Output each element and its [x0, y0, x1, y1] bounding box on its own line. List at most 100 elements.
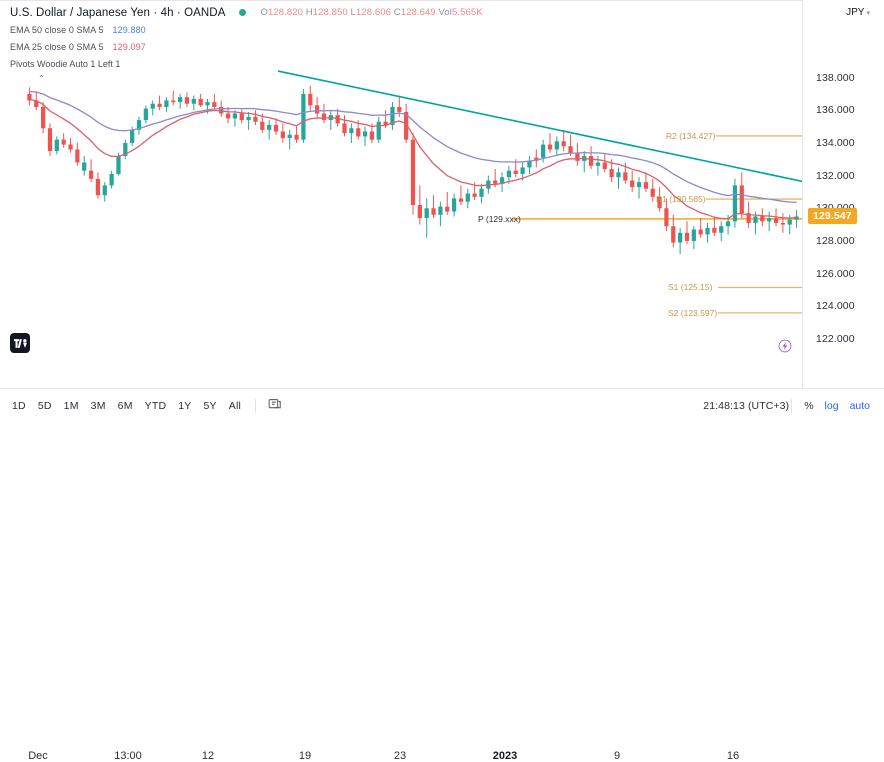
price-tick: 124.000 [816, 300, 855, 313]
candle-body [41, 107, 46, 129]
lightning-bolt-icon[interactable] [778, 339, 792, 358]
currency-code: JPY [846, 7, 865, 18]
chart-legend: U.S. Dollar / Japanese Yen · 4h · OANDA … [10, 5, 483, 73]
indicator-row-ema50[interactable]: EMA 50 close 0 SMA 5 129.880 [10, 22, 483, 37]
candle-body [301, 93, 306, 140]
ohlc-high-value: 128.850 [312, 7, 348, 18]
candle-body [753, 216, 758, 223]
symbol-title[interactable]: U.S. Dollar / Japanese Yen · 4h · OANDA [10, 6, 226, 19]
range-button-ytd[interactable]: YTD [144, 399, 167, 412]
range-button-5d[interactable]: 5D [37, 399, 52, 412]
tradingview-logo[interactable] [10, 333, 30, 353]
candle-body [499, 177, 505, 184]
candle-body [760, 216, 765, 222]
candle-body [130, 129, 135, 143]
candlestick-canvas [27, 70, 802, 314]
candle-body [157, 103, 162, 107]
price-tick: 126.000 [816, 267, 855, 280]
time-tick: 19 [298, 750, 312, 762]
toolbar-divider [255, 398, 257, 413]
auto-scale-toggle[interactable]: auto [849, 399, 870, 412]
chart-plot-area[interactable]: R2 (134.427) R1 (130.565) P (129.xxx) S1 (1… [0, 0, 802, 388]
candle-body [349, 128, 354, 134]
candle-body [739, 185, 744, 214]
candle-body [616, 172, 621, 178]
range-button-all[interactable]: All [228, 399, 242, 412]
range-button-1m[interactable]: 1M [63, 399, 79, 412]
candle-body [431, 208, 436, 215]
candle-body [212, 102, 217, 107]
candle-body [143, 108, 148, 121]
toolbar-right-group[interactable]: 21:48:13 (UTC+3) % log auto [703, 398, 884, 413]
candle-body [314, 105, 320, 114]
candle-body [588, 156, 594, 166]
candle-body [657, 196, 662, 209]
ohlc-low-label: L [350, 7, 356, 18]
candle-body [602, 162, 607, 170]
candle-body [27, 93, 32, 101]
chevron-down-icon[interactable]: ▾ [866, 10, 870, 17]
range-button-3m[interactable]: 3M [90, 399, 106, 412]
time-tick: 16 [726, 750, 740, 762]
candle-body [417, 205, 422, 219]
percent-toggle[interactable]: % [804, 399, 814, 412]
candle-body [191, 98, 196, 104]
bottom-toolbar[interactable]: 1D 5D 1M 3M 6M YTD 1Y 5Y All 21:48:13 (UTC+3) % … [0, 389, 884, 422]
clock-label[interactable]: 21:48:13 (UTC+3) [703, 399, 790, 412]
chevron-up-icon[interactable]: ⌃ [38, 74, 45, 83]
pivot-label-s2: S2 (123.597) [668, 307, 718, 318]
candle-body [773, 218, 779, 223]
ema-25-line [29, 98, 797, 220]
candle-body [541, 144, 546, 158]
time-tick: 9 [613, 750, 621, 762]
range-button-6m[interactable]: 6M [117, 399, 133, 412]
currency-label[interactable]: JPY ▾ [846, 7, 870, 18]
range-button-1d[interactable]: 1D [12, 399, 26, 412]
candle-body [54, 139, 59, 152]
candle-body [746, 213, 751, 223]
candle-body [47, 128, 53, 152]
candle-body [554, 141, 559, 150]
range-button-1y[interactable]: 1Y [178, 399, 192, 412]
ohlc-high-label: H [305, 7, 313, 18]
date-range-icon[interactable] [268, 397, 282, 415]
pivot-label-r2: R2 (134.427) [666, 130, 716, 141]
indicator-row-ema25[interactable]: EMA 25 close 0 SMA 5 129.097 [10, 39, 483, 54]
candle-body [335, 115, 340, 124]
candle-body [198, 98, 203, 106]
candle-body [383, 121, 388, 125]
candle-body [671, 226, 676, 243]
ohlc-low-value: 128.606 [355, 7, 391, 18]
tradingview-logo-glyph [13, 338, 27, 348]
indicator-name-ema25: EMA 25 close 0 SMA 5 [10, 41, 104, 52]
candle-body [95, 178, 101, 196]
candle-body [397, 107, 402, 112]
symbol-row[interactable]: U.S. Dollar / Japanese Yen · 4h · OANDA … [10, 5, 483, 20]
candle-body [294, 134, 299, 140]
candle-body [205, 102, 210, 106]
time-axis-divider [0, 388, 884, 389]
top-divider [0, 0, 884, 1]
candle-body [424, 208, 429, 219]
range-button-5y[interactable]: 5Y [203, 399, 217, 412]
time-tick: Dec [28, 750, 48, 762]
candle-body [171, 100, 176, 103]
price-scale[interactable]: JPY▾ 138.000136.000134.000132.000130.000… [802, 0, 884, 388]
candle-body [767, 218, 772, 222]
price-tick: 132.000 [816, 169, 855, 182]
candle-body [34, 100, 39, 107]
trendline-resistance[interactable] [277, 70, 802, 183]
candle-body [684, 232, 690, 241]
pivot-label-p: P (129.xxx) [478, 213, 521, 224]
candle-body [321, 113, 327, 121]
candle-body [225, 113, 231, 119]
candle-body [568, 146, 573, 153]
log-scale-toggle[interactable]: log [824, 399, 839, 412]
indicator-row-pivots[interactable]: Pivots Woodie Auto 1 Left 1 [10, 56, 483, 71]
candle-body [273, 124, 279, 132]
candle-body [116, 156, 121, 174]
candle-body [595, 162, 601, 166]
candle-body [472, 193, 477, 197]
range-selector[interactable]: 1D 5D 1M 3M 6M YTD 1Y 5Y All [0, 397, 282, 415]
ohlc-open-label: O [260, 7, 268, 18]
